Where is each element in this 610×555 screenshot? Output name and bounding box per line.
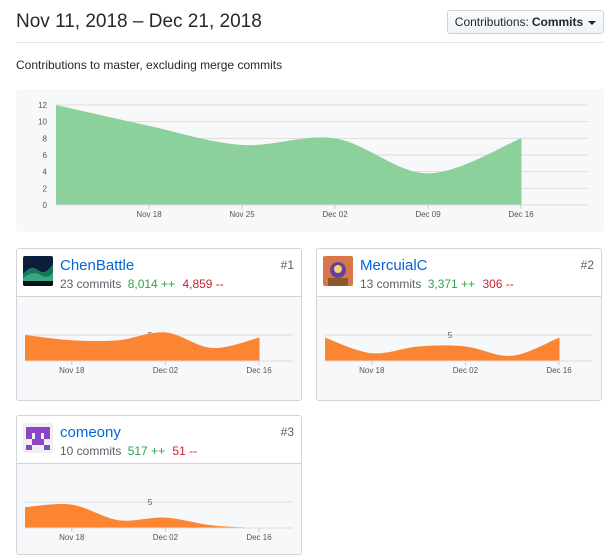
deletions-count: 51 -- [172, 444, 197, 458]
contributor-username-link[interactable]: ChenBattle [60, 257, 134, 274]
main-chart-svg: 12 10 8 6 4 2 0 Nov 18 Nov 25 Dec 02 Dec 09 Dec 16 [16, 89, 604, 232]
contributor-card-header: ChenBattle 23 commits 8,014 ++ 4,859 -- … [17, 249, 301, 297]
contributor-chart-area[interactable]: 5 Nov 18 Dec 02 Dec 16 [317, 297, 601, 400]
contributor-chart-svg: 5 Nov 18 Dec 02 Dec 16 [17, 464, 302, 555]
y-tick-label: 4 [43, 168, 48, 177]
contributor-rank: #1 [281, 258, 294, 272]
contributor-card-3: comeony 10 commits 517 ++ 51 -- #3 5 Nov … [16, 415, 302, 555]
additions-count: 3,371 ++ [428, 277, 475, 291]
area-series [325, 338, 559, 361]
y-tick-label: 12 [38, 101, 47, 110]
contributor-card-1: ChenBattle 23 commits 8,014 ++ 4,859 -- … [16, 248, 302, 401]
contributor-rank: #2 [581, 258, 594, 272]
x-tick-label: Dec 02 [153, 366, 179, 375]
contributor-username-link[interactable]: MercuialC [360, 257, 428, 274]
x-tick-label: Nov 25 [229, 210, 255, 219]
x-tick-label: Nov 18 [59, 533, 85, 542]
date-range-title: Nov 11, 2018 – Dec 21, 2018 [16, 11, 262, 33]
graph-header: Nov 11, 2018 – Dec 21, 2018 Contribution… [16, 8, 604, 43]
main-contributions-chart[interactable]: 12 10 8 6 4 2 0 Nov 18 Nov 25 Dec 02 Dec 09 Dec 16 [16, 89, 604, 232]
contributor-stats: 13 commits 3,371 ++ 306 -- [360, 277, 514, 291]
aurora-avatar[interactable] [23, 256, 53, 286]
x-tick-label: Dec 16 [508, 210, 534, 219]
x-tick-label: Dec 09 [415, 210, 441, 219]
commit-count: 13 commits [360, 277, 421, 291]
x-tick-label: Nov 18 [59, 366, 85, 375]
additions-count: 517 ++ [128, 444, 165, 458]
additions-count: 8,014 ++ [128, 277, 175, 291]
x-tick-label: Dec 02 [153, 533, 179, 542]
x-tick-label: Nov 18 [359, 366, 385, 375]
contributor-chart-area[interactable]: 5 Nov 18 Dec 02 Dec 16 [17, 464, 301, 554]
commit-count: 23 commits [60, 277, 121, 291]
y-tick-label: 2 [43, 184, 48, 193]
deletions-count: 4,859 -- [182, 277, 223, 291]
y-tick-label: 8 [43, 134, 48, 143]
commit-count: 10 commits [60, 444, 121, 458]
y-tick-label: 0 [43, 201, 48, 210]
aurora-avatar-image [23, 256, 53, 286]
x-tick-label: Dec 16 [246, 366, 272, 375]
area-series [25, 332, 259, 361]
x-tick-label: Dec 02 [453, 366, 479, 375]
x-tick-label: Nov 18 [136, 210, 162, 219]
x-tick-label: Dec 16 [246, 533, 272, 542]
dropdown-prefix: Contributions: [455, 15, 529, 29]
contributor-card-header: MercuialC 13 commits 3,371 ++ 306 -- #2 [317, 249, 601, 297]
y-tick-label: 10 [38, 118, 47, 127]
contributor-stats: 23 commits 8,014 ++ 4,859 -- [60, 277, 224, 291]
contributor-rank: #3 [281, 425, 294, 439]
identicon-avatar[interactable] [23, 423, 53, 453]
x-tick-label: Dec 16 [546, 366, 572, 375]
dropdown-selected-value: Commits [532, 15, 583, 29]
y-tick-label: 5 [148, 498, 153, 507]
contributor-chart-svg: 5 Nov 18 Dec 02 Dec 16 [317, 297, 602, 401]
deletions-count: 306 -- [482, 277, 513, 291]
graph-subtitle: Contributions to master, excluding merge… [16, 58, 282, 72]
character-avatar-image [323, 256, 353, 286]
x-tick-label: Dec 02 [322, 210, 348, 219]
contributor-card-header: comeony 10 commits 517 ++ 51 -- #3 [17, 416, 301, 464]
contributor-username-link[interactable]: comeony [60, 424, 121, 441]
caret-down-icon [588, 21, 596, 25]
identicon-avatar-image [23, 423, 53, 453]
contributor-card-2: MercuialC 13 commits 3,371 ++ 306 -- #2 … [316, 248, 602, 401]
area-series [25, 504, 259, 528]
contributions-type-dropdown[interactable]: Contributions: Commits [447, 10, 604, 34]
y-tick-label: 6 [43, 151, 48, 160]
character-avatar[interactable] [323, 256, 353, 286]
contributor-stats: 10 commits 517 ++ 51 -- [60, 444, 197, 458]
y-tick-label: 5 [448, 331, 453, 340]
